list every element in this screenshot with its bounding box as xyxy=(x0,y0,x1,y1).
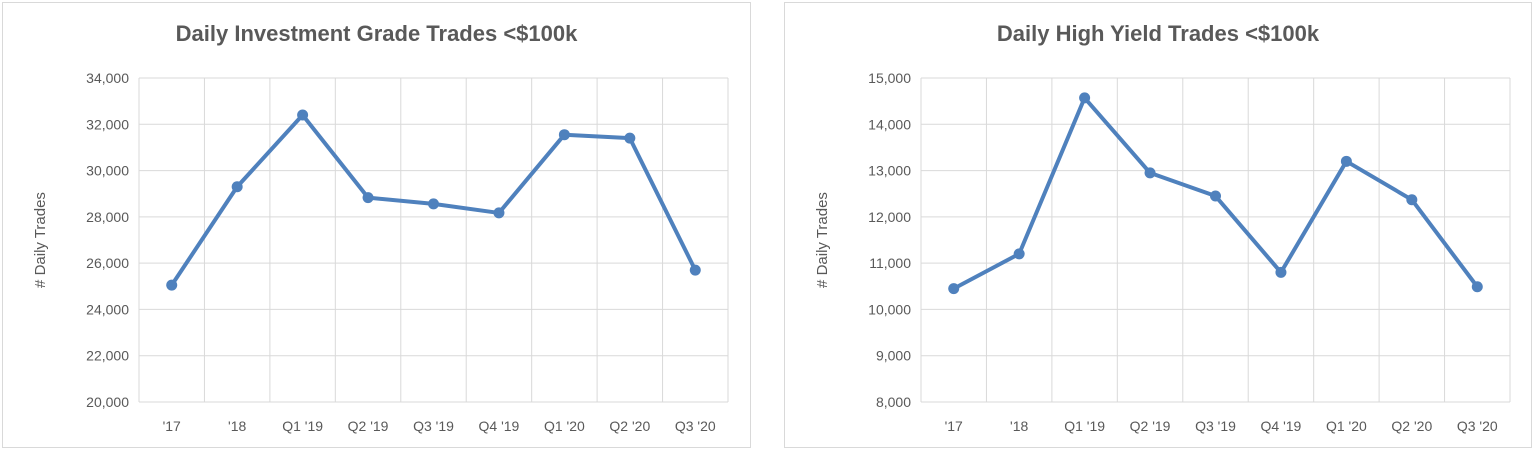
x-tick-label: Q3 '20 xyxy=(675,418,716,434)
high-yield-chart: Daily High Yield Trades <$100k 8,000 9,00… xyxy=(784,2,1532,448)
y-tick-label: 14,000 xyxy=(868,116,911,132)
x-tick-label: '17 xyxy=(945,418,963,434)
high-yield-plot: 8,000 9,000 10,000 11,000 12,000 13,000 14,000… xyxy=(814,70,1511,434)
data-point xyxy=(948,283,960,295)
x-tick-label: Q2 '19 xyxy=(1130,418,1171,434)
y-tick-label: 13,000 xyxy=(868,163,911,179)
y-tick-label: 15,000 xyxy=(868,70,911,86)
data-point xyxy=(558,129,570,141)
y-axis-label: # Daily Trades xyxy=(32,192,49,288)
data-point xyxy=(428,198,439,210)
chart-title: Daily Investment Grade Trades <$100k xyxy=(175,21,578,46)
y-tick-label: 8,000 xyxy=(876,394,911,410)
x-tick-label: Q2 '19 xyxy=(348,418,389,434)
x-tick-label: Q3 '19 xyxy=(1195,418,1236,434)
y-tick-label: 32,000 xyxy=(86,116,129,132)
data-point xyxy=(1471,281,1483,293)
y-tick-label: 24,000 xyxy=(86,301,129,317)
x-tick-label: Q1 '19 xyxy=(1064,418,1105,434)
x-tick-label: Q3 '19 xyxy=(413,418,454,434)
x-tick-label: Q1 '20 xyxy=(1326,418,1367,434)
y-tick-label: 11,000 xyxy=(869,255,911,271)
chart-title: Daily High Yield Trades <$100k xyxy=(996,21,1320,46)
y-axis-label: # Daily Trades xyxy=(814,192,831,288)
x-tick-label: Q2 '20 xyxy=(1391,418,1432,434)
y-tick-label: 22,000 xyxy=(86,348,129,364)
x-tick-label: Q4 '19 xyxy=(479,418,520,434)
data-point xyxy=(1144,167,1156,179)
x-tick-label: '17 xyxy=(163,418,181,434)
data-point xyxy=(362,192,374,204)
x-tick-label: Q1 '20 xyxy=(544,418,585,434)
y-tick-label: 28,000 xyxy=(86,209,129,225)
data-point xyxy=(1013,248,1025,260)
data-point xyxy=(231,181,243,193)
x-tick-label: '18 xyxy=(1010,418,1028,434)
investment-grade-plot: 20,000 22,000 24,000 26,000 28,000 30,000 32,0… xyxy=(32,70,729,434)
data-point xyxy=(1340,155,1352,167)
x-tick-label: Q3 '20 xyxy=(1457,418,1498,434)
y-tick-label: 9,000 xyxy=(876,348,911,364)
data-point xyxy=(166,279,178,291)
data-point xyxy=(493,207,505,219)
x-tick-label: Q2 '20 xyxy=(609,418,650,434)
y-tick-label: 10,000 xyxy=(868,301,911,317)
y-tick-label: 26,000 xyxy=(86,255,129,271)
y-tick-label: 30,000 xyxy=(86,163,129,179)
data-point xyxy=(297,109,309,121)
data-point xyxy=(1275,266,1287,278)
x-tick-label: '18 xyxy=(228,418,246,434)
data-point xyxy=(1406,194,1418,206)
x-tick-label: Q4 '19 xyxy=(1261,418,1302,434)
y-tick-label: 12,000 xyxy=(868,209,911,225)
y-tick-label: 20,000 xyxy=(86,394,129,410)
investment-grade-chart: Daily Investment Grade Trades <$100k 20,… xyxy=(2,2,751,448)
y-tick-label: 34,000 xyxy=(86,70,129,86)
data-point xyxy=(689,264,701,276)
data-point xyxy=(624,132,636,144)
x-tick-label: Q1 '19 xyxy=(282,418,323,434)
data-point xyxy=(1079,92,1091,104)
data-point xyxy=(1210,190,1221,202)
